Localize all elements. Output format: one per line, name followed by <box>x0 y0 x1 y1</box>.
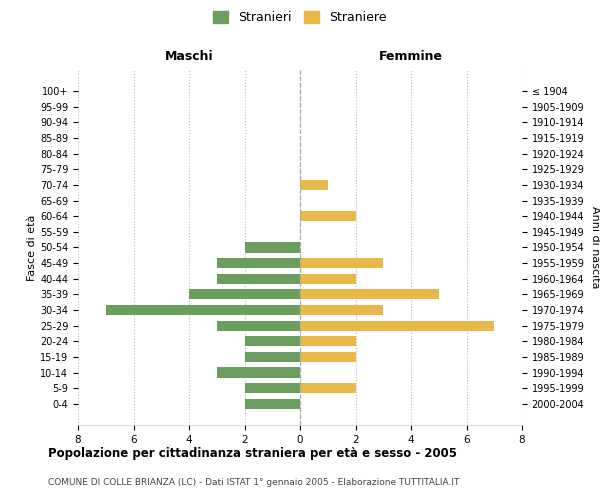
Text: Maschi: Maschi <box>164 50 214 63</box>
Bar <box>245 352 300 362</box>
Bar <box>189 290 300 300</box>
Bar <box>300 274 355 284</box>
Bar <box>217 258 300 268</box>
Y-axis label: Fasce di età: Fasce di età <box>27 214 37 280</box>
Text: Popolazione per cittadinanza straniera per età e sesso - 2005: Popolazione per cittadinanza straniera p… <box>48 448 457 460</box>
Bar <box>217 274 300 284</box>
Bar <box>300 180 328 190</box>
Bar <box>300 290 439 300</box>
Bar <box>300 258 383 268</box>
Bar <box>245 398 300 409</box>
Bar <box>300 320 494 330</box>
Bar <box>245 336 300 346</box>
Bar <box>300 352 355 362</box>
Y-axis label: Anni di nascita: Anni di nascita <box>590 206 600 289</box>
Bar <box>300 336 355 346</box>
Bar <box>245 242 300 252</box>
Bar <box>245 383 300 393</box>
Legend: Stranieri, Straniere: Stranieri, Straniere <box>208 6 392 29</box>
Bar <box>217 320 300 330</box>
Bar <box>300 305 383 315</box>
Bar <box>300 211 355 222</box>
Text: Femmine: Femmine <box>379 50 443 63</box>
Bar <box>217 368 300 378</box>
Bar <box>300 383 355 393</box>
Text: COMUNE DI COLLE BRIANZA (LC) - Dati ISTAT 1° gennaio 2005 - Elaborazione TUTTITA: COMUNE DI COLLE BRIANZA (LC) - Dati ISTA… <box>48 478 460 487</box>
Bar <box>106 305 300 315</box>
